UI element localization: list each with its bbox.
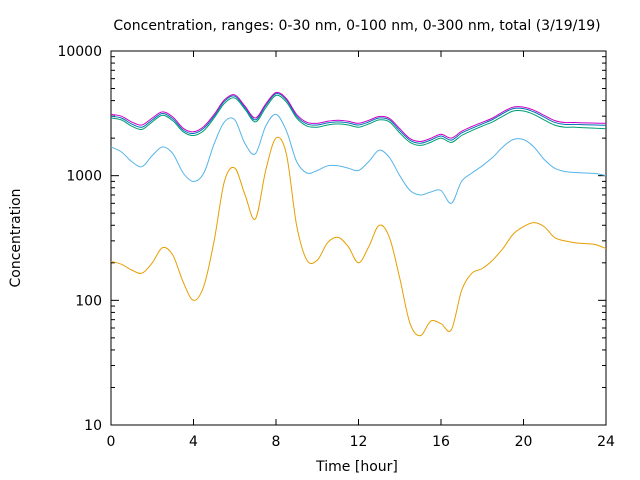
series-line-3 (110, 94, 607, 146)
x-tick-label: 8 (272, 434, 281, 450)
x-tick-label: 12 (350, 434, 368, 450)
series-line-5 (110, 91, 607, 143)
series-line-1 (110, 136, 607, 337)
y-axis-ticks: 10 100 1000 10000 (57, 44, 606, 434)
data-series (110, 91, 607, 337)
series-line-4 (110, 92, 607, 144)
y-tick-label: 10 (84, 418, 102, 434)
plot-frame (110, 50, 607, 426)
plot-area: 0 4 8 12 16 20 24 10 100 1000 10000 (57, 44, 615, 450)
x-axis-label: Time [hour] (315, 459, 398, 475)
series-line-2 (110, 113, 607, 204)
x-tick-label: 24 (597, 434, 615, 450)
y-axis-label: Concentration (8, 188, 24, 287)
y-tick-label: 1000 (66, 169, 102, 185)
x-tick-label: 16 (432, 434, 450, 450)
x-tick-label: 0 (107, 434, 116, 450)
y-tick-label: 10000 (57, 44, 102, 60)
y-tick-label: 100 (75, 293, 102, 309)
x-tick-label: 20 (515, 434, 533, 450)
x-tick-label: 4 (189, 434, 198, 450)
x-axis-ticks: 0 4 8 12 16 20 24 (107, 51, 615, 450)
chart-title: Concentration, ranges: 0-30 nm, 0-100 nm… (113, 18, 600, 34)
